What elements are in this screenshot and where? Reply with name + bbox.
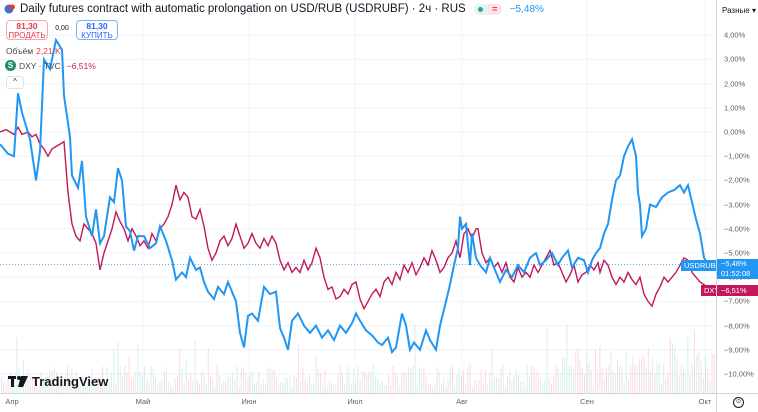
volume-bars	[1, 323, 715, 393]
compare-change: −6,51%	[66, 60, 96, 71]
dxy-symbol-icon: S	[5, 60, 16, 71]
price-tick: −10,00%	[724, 369, 754, 379]
dxy-price-label: −6,51%	[717, 285, 758, 296]
market-open-icon	[473, 3, 488, 15]
month-label: Окт	[698, 397, 712, 406]
spread-value: 0,00	[55, 25, 69, 32]
sell-button[interactable]: 81,30 ПРОДАТЬ	[6, 20, 48, 40]
month-label: Июл	[347, 397, 363, 406]
buy-label: КУПИТЬ	[81, 31, 113, 40]
grid-lines	[0, 0, 716, 393]
sell-price: 81,30	[16, 21, 38, 31]
price-tick: 4,00%	[724, 30, 746, 40]
volume-label: Объём	[6, 46, 34, 56]
month-label: Июн	[241, 397, 257, 406]
buy-price: 81,30	[86, 21, 108, 31]
price-tick: 1,00%	[724, 103, 746, 113]
chevron-up-icon: ^	[13, 77, 17, 86]
month-label: Май	[135, 397, 151, 406]
tradingview-logo-icon	[8, 376, 28, 387]
price-tick: 3,00%	[724, 54, 746, 64]
usdrub-series-tag[interactable]: USDRUB. ˅	[681, 260, 721, 281]
price-tick: −7,00%	[724, 296, 750, 306]
tradingview-logo[interactable]: TradingView	[8, 374, 108, 389]
scale-mode-dropdown[interactable]: Разные ▾	[722, 6, 756, 15]
symbol-title[interactable]: Daily futures contract with automatic pr…	[20, 3, 466, 15]
month-label: Авг	[456, 397, 468, 406]
chart-pane[interactable]: Daily futures contract with automatic pr…	[0, 0, 723, 393]
month-label: Апр	[5, 397, 19, 406]
us-ru-flag-icon	[4, 4, 16, 14]
price-tick: −9,00%	[724, 345, 750, 355]
market-status[interactable]: =	[473, 3, 502, 15]
compare-legend[interactable]: S DXY · TVC −6,51%	[5, 60, 96, 71]
symbol-header[interactable]: Daily futures contract with automatic pr…	[4, 3, 544, 15]
trade-buttons: 81,30 ПРОДАТЬ 0,00 81,30 КУПИТЬ	[6, 20, 118, 40]
price-tick: −3,00%	[724, 200, 750, 210]
buy-button[interactable]: 81,30 КУПИТЬ	[76, 20, 118, 40]
dxy-series-tag[interactable]: DXY	[701, 285, 723, 296]
plot-area[interactable]	[0, 0, 716, 393]
month-label: Сен	[580, 397, 594, 406]
logo-text: TradingView	[32, 374, 109, 389]
usdrub-last-value: −5,48%	[721, 259, 747, 268]
go-to-realtime-button[interactable]: ⊙	[733, 397, 744, 408]
price-tick: −1,00%	[724, 151, 750, 161]
bar-countdown: 01:52:08	[721, 269, 751, 278]
data-delay-icon: =	[487, 3, 502, 15]
volume-legend[interactable]: Объём 2,21 K	[6, 46, 61, 56]
volume-value: 2,21 K	[36, 46, 61, 56]
price-tick: −5,00%	[724, 248, 750, 258]
usdrub-line	[0, 37, 709, 355]
price-tick: −8,00%	[724, 321, 750, 331]
usdrub-price-label: −5,48% 01:52:08	[717, 259, 758, 279]
sell-label: ПРОДАТЬ	[8, 31, 46, 40]
price-tick: 0,00%	[724, 127, 746, 137]
price-tick: 2,00%	[724, 79, 746, 89]
compare-symbol: DXY · TVC	[19, 60, 61, 71]
dxy-line	[0, 125, 709, 311]
price-scale[interactable]	[716, 0, 758, 393]
symbol-change: −5,48%	[509, 3, 544, 15]
time-scale[interactable]	[0, 393, 716, 412]
scale-corner	[716, 393, 758, 412]
price-tick: −2,00%	[724, 175, 750, 185]
price-tick: −4,00%	[724, 224, 750, 234]
reset-icon: ⊙	[735, 399, 742, 405]
collapse-legend-button[interactable]: ^	[6, 76, 24, 89]
